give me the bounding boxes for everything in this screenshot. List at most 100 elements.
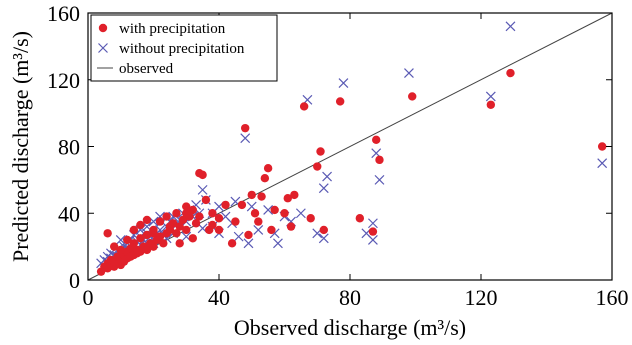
data-point-without-precipitation: [368, 235, 378, 245]
data-point-without-precipitation: [240, 133, 251, 144]
data-point-with-precipitation: [408, 92, 417, 101]
data-point-with-precipitation: [103, 229, 112, 238]
data-point-with-precipitation: [270, 205, 279, 215]
data-point-with-precipitation: [214, 214, 224, 223]
data-point-with-precipitation: [231, 217, 240, 226]
data-point-with-precipitation: [136, 220, 145, 230]
data-point-with-precipitation: [182, 202, 191, 211]
data-point-with-precipitation: [116, 245, 125, 255]
data-point-without-precipitation: [197, 184, 208, 195]
data-point-without-precipitation: [505, 21, 516, 32]
x-tick-label: 0: [83, 285, 94, 310]
data-point-without-precipitation: [368, 218, 378, 229]
data-point-with-precipitation: [129, 239, 139, 248]
x-axis-ticks: 0 40 80 120 160: [83, 13, 629, 310]
legend-marker: [98, 23, 108, 33]
data-point-without-precipitation: [253, 225, 264, 235]
data-point-without-precipitation: [597, 158, 608, 169]
data-point-with-precipitation: [208, 220, 217, 230]
data-point-with-precipitation: [283, 194, 292, 203]
data-point-with-precipitation: [142, 230, 152, 240]
plot-area: [87, 12, 613, 281]
data-point-with-precipitation: [129, 225, 139, 235]
y-tick-label: 0: [69, 268, 80, 293]
data-point-with-precipitation: [355, 214, 365, 223]
data-point-with-precipitation: [191, 219, 201, 228]
data-point-with-precipitation: [155, 232, 165, 241]
data-point-without-precipitation: [485, 91, 496, 102]
data-point-with-precipitation: [313, 162, 322, 171]
data-point-without-precipitation: [233, 231, 244, 242]
data-point-with-precipitation: [257, 192, 266, 201]
data-point-with-precipitation: [110, 242, 119, 251]
y-axis-ticks: 0 40 80 120 160: [47, 1, 612, 293]
data-point-with-precipitation: [368, 227, 378, 236]
data-point-with-precipitation: [316, 147, 325, 156]
data-point-with-precipitation: [182, 225, 191, 235]
x-tick-label: 120: [465, 285, 498, 310]
data-point-with-precipitation: [247, 190, 256, 200]
data-point-with-precipitation: [372, 135, 381, 145]
data-point-without-precipitation: [295, 208, 306, 219]
data-point-without-precipitation: [404, 68, 414, 78]
data-point-with-precipitation: [188, 234, 197, 243]
data-point-with-precipitation: [280, 209, 289, 218]
data-layer: [87, 12, 613, 281]
data-point-with-precipitation: [123, 235, 132, 245]
x-tick-label: 40: [208, 285, 230, 310]
legend-label: observed: [119, 61, 174, 77]
data-point-with-precipitation: [149, 242, 158, 251]
data-point-with-precipitation: [290, 190, 299, 200]
legend-label: without precipitation: [119, 41, 245, 57]
y-axis-title: Predicted discharge (m³/s): [8, 31, 33, 262]
data-point-with-precipitation: [227, 239, 237, 248]
data-point-with-precipitation: [195, 212, 204, 221]
data-point-without-precipitation: [338, 78, 349, 89]
data-point-with-precipitation: [375, 155, 384, 165]
y-tick-label: 160: [47, 1, 80, 26]
data-point-with-precipitation: [136, 234, 145, 243]
data-point-with-precipitation: [221, 200, 230, 210]
data-point-without-precipitation: [273, 238, 283, 249]
x-tick-label: 80: [339, 285, 361, 310]
data-point-with-precipitation: [241, 123, 250, 133]
data-point-without-precipitation: [115, 235, 126, 245]
legend-item: observed: [97, 61, 174, 77]
legend-item: without precipitation: [98, 41, 245, 57]
data-point-with-precipitation: [159, 239, 168, 248]
data-point-with-precipitation: [165, 222, 175, 231]
data-point-with-precipitation: [486, 100, 496, 109]
data-point-with-precipitation: [149, 229, 158, 238]
data-point-with-precipitation: [267, 225, 276, 235]
data-point-with-precipitation: [506, 68, 515, 78]
data-point-with-precipitation: [182, 209, 191, 218]
legend-item: with precipitation: [98, 21, 226, 37]
data-point-with-precipitation: [237, 200, 247, 210]
data-point-with-precipitation: [172, 209, 181, 218]
data-point-with-precipitation: [201, 195, 211, 205]
data-point-with-precipitation: [198, 170, 207, 180]
data-point-without-precipitation: [318, 183, 329, 194]
data-point-with-precipitation: [306, 214, 315, 223]
data-point-without-precipitation: [243, 238, 254, 249]
data-point-with-precipitation: [299, 102, 309, 111]
y-tick-label: 120: [47, 68, 80, 93]
data-point-with-precipitation: [254, 217, 263, 226]
data-point-with-precipitation: [250, 209, 260, 218]
data-point-without-precipitation: [374, 174, 385, 185]
data-point-without-precipitation: [263, 204, 274, 215]
data-point-with-precipitation: [155, 217, 165, 226]
data-point-with-precipitation: [260, 174, 270, 183]
data-point-with-precipitation: [162, 212, 171, 221]
legend-marker: [98, 43, 108, 53]
data-point-with-precipitation: [597, 142, 607, 151]
data-point-with-precipitation: [244, 230, 253, 240]
data-point-with-precipitation: [188, 205, 197, 215]
data-point-with-precipitation: [214, 225, 224, 235]
data-point-without-precipitation: [318, 233, 329, 244]
data-point-with-precipitation: [335, 97, 345, 106]
data-point-with-precipitation: [142, 215, 152, 225]
data-point-with-precipitation: [263, 163, 273, 173]
data-point-with-precipitation: [175, 239, 184, 248]
